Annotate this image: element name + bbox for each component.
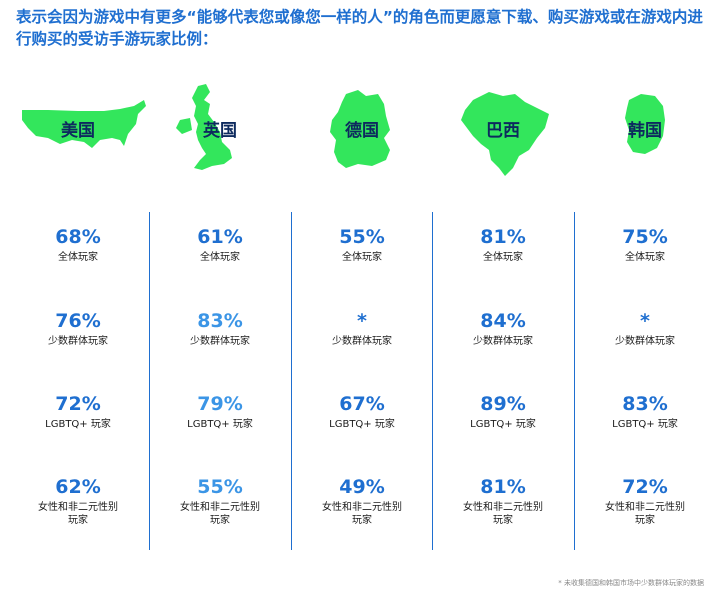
stat-label: LGBTQ+ 玩家 <box>187 419 253 430</box>
stat-label: 女性和非二元性别 玩家 <box>463 502 543 526</box>
stat-value: 75% <box>622 226 668 248</box>
country-map: 英国 <box>150 80 290 190</box>
stat-label: 少数群体玩家 <box>48 336 108 347</box>
stat-cell: * 少数群体玩家 <box>575 309 714 348</box>
germany-map-icon <box>330 90 390 168</box>
stat-cell: 67% LGBTQ+ 玩家 <box>292 392 432 431</box>
country-column: 巴西 81% 全体玩家 84% 少数群体玩家 89% LGBTQ+ 玩家 81% 女性和非二元性… <box>433 80 573 560</box>
stat-value: 81% <box>480 226 526 248</box>
country-column: 德国 55% 全体玩家 * 少数群体玩家 67% LGBTQ+ 玩家 49% 女性和非二元性别玩… <box>292 80 432 560</box>
stat-label: 全体玩家 <box>200 252 240 263</box>
country-name: 英国 <box>203 121 237 141</box>
stat-cell: 55% 女性和非二元性别 玩家 <box>150 475 290 527</box>
stat-cell: 75% 全体玩家 <box>575 225 714 264</box>
stat-cell: * 少数群体玩家 <box>292 309 432 348</box>
stat-cell: 72% LGBTQ+ 玩家 <box>8 392 148 431</box>
korea-map-icon <box>625 94 665 154</box>
country-shape <box>625 94 665 154</box>
stat-label: 女性和非二元性别 玩家 <box>38 502 118 526</box>
stat-value: * <box>357 310 367 332</box>
stat-value: 83% <box>622 393 668 415</box>
country-name: 美国 <box>61 121 95 141</box>
country-name: 德国 <box>345 121 379 141</box>
stat-label: 全体玩家 <box>342 252 382 263</box>
country-name: 韩国 <box>628 121 662 141</box>
stat-cell: 79% LGBTQ+ 玩家 <box>150 392 290 431</box>
stat-value: 68% <box>55 226 101 248</box>
country-map: 巴西 <box>433 80 573 190</box>
stat-value: 55% <box>339 226 385 248</box>
column-divider <box>291 212 292 550</box>
stat-label: 女性和非二元性别 玩家 <box>180 502 260 526</box>
brazil-map-icon <box>461 92 549 176</box>
stat-cell: 84% 少数群体玩家 <box>433 309 573 348</box>
stat-value: 83% <box>197 310 243 332</box>
stat-label: 女性和非二元性别 玩家 <box>605 502 685 526</box>
stat-label: 全体玩家 <box>483 252 523 263</box>
stat-value: 72% <box>622 476 668 498</box>
country-map: 美国 <box>8 80 148 190</box>
stat-cell: 72% 女性和非二元性别 玩家 <box>575 475 714 527</box>
stat-cell: 83% LGBTQ+ 玩家 <box>575 392 714 431</box>
footnote: * 未收集德国和韩国市场中少数群体玩家的数据 <box>558 579 704 587</box>
stat-label: LGBTQ+ 玩家 <box>612 419 678 430</box>
country-map: 韩国 <box>575 80 714 190</box>
country-column: 英国 61% 全体玩家 83% 少数群体玩家 79% LGBTQ+ 玩家 55% 女性和非二元性… <box>150 80 290 560</box>
stat-value: 67% <box>339 393 385 415</box>
stat-value: 89% <box>480 393 526 415</box>
stat-cell: 89% LGBTQ+ 玩家 <box>433 392 573 431</box>
column-divider <box>149 212 150 550</box>
stat-value: * <box>640 310 650 332</box>
stat-label: 全体玩家 <box>625 252 665 263</box>
stat-cell: 83% 少数群体玩家 <box>150 309 290 348</box>
country-map: 德国 <box>292 80 432 190</box>
uk-map-icon <box>176 84 232 170</box>
stat-cell: 49% 女性和非二元性别 玩家 <box>292 475 432 527</box>
stat-value: 62% <box>55 476 101 498</box>
stat-cell: 62% 女性和非二元性别 玩家 <box>8 475 148 527</box>
country-column: 韩国 75% 全体玩家 * 少数群体玩家 83% LGBTQ+ 玩家 72% 女性和非二元性别玩… <box>575 80 714 560</box>
stat-value: 76% <box>55 310 101 332</box>
country-shape <box>330 90 390 168</box>
country-name: 巴西 <box>486 121 520 141</box>
stat-cell: 81% 女性和非二元性别 玩家 <box>433 475 573 527</box>
stat-label: LGBTQ+ 玩家 <box>329 419 395 430</box>
stat-value: 84% <box>480 310 526 332</box>
column-divider <box>574 212 575 550</box>
stat-cell: 81% 全体玩家 <box>433 225 573 264</box>
stat-label: LGBTQ+ 玩家 <box>45 419 111 430</box>
stat-value: 55% <box>197 476 243 498</box>
stat-label: 女性和非二元性别 玩家 <box>322 502 402 526</box>
stat-label: 少数群体玩家 <box>473 336 533 347</box>
stat-value: 49% <box>339 476 385 498</box>
country-shape <box>22 100 146 148</box>
country-column: 美国 68% 全体玩家 76% 少数群体玩家 72% LGBTQ+ 玩家 62% 女性和非二元性… <box>8 80 148 560</box>
stat-label: 全体玩家 <box>58 252 98 263</box>
stat-value: 61% <box>197 226 243 248</box>
stat-value: 72% <box>55 393 101 415</box>
stat-label: LGBTQ+ 玩家 <box>470 419 536 430</box>
stat-label: 少数群体玩家 <box>190 336 250 347</box>
stat-label: 少数群体玩家 <box>332 336 392 347</box>
stat-value: 79% <box>197 393 243 415</box>
stat-label: 少数群体玩家 <box>615 336 675 347</box>
chart-title: 表示会因为游戏中有更多“能够代表您或像您一样的人”的角色而更愿意下载、购买游戏或… <box>16 8 703 48</box>
stat-cell: 68% 全体玩家 <box>8 225 148 264</box>
stat-value: 81% <box>480 476 526 498</box>
usa-map-icon <box>22 100 146 148</box>
stat-cell: 61% 全体玩家 <box>150 225 290 264</box>
column-divider <box>432 212 433 550</box>
stat-cell: 55% 全体玩家 <box>292 225 432 264</box>
stat-cell: 76% 少数群体玩家 <box>8 309 148 348</box>
country-shape <box>461 92 549 176</box>
country-shape <box>176 84 232 170</box>
